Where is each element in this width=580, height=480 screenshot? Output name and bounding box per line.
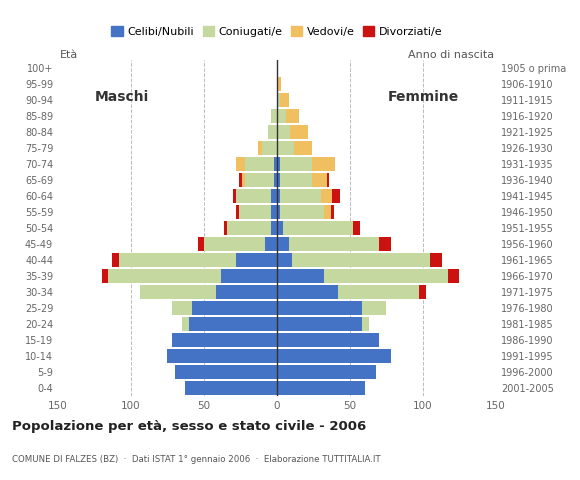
Bar bbox=[271, 205, 277, 219]
Bar bbox=[274, 157, 277, 171]
Bar bbox=[277, 125, 290, 139]
Bar bbox=[277, 269, 324, 283]
Text: Età: Età bbox=[60, 50, 78, 60]
Bar bbox=[193, 301, 277, 315]
Bar bbox=[324, 269, 448, 283]
Bar bbox=[277, 109, 286, 123]
Bar bbox=[277, 333, 379, 347]
Bar bbox=[277, 221, 283, 235]
Bar bbox=[224, 221, 227, 235]
Bar bbox=[277, 301, 361, 315]
Bar bbox=[280, 93, 289, 107]
Bar bbox=[274, 173, 277, 187]
Text: Maschi: Maschi bbox=[95, 90, 148, 104]
Bar bbox=[277, 141, 295, 155]
Bar bbox=[236, 205, 239, 219]
Bar bbox=[265, 237, 277, 251]
Bar bbox=[286, 109, 299, 123]
Text: Femmine: Femmine bbox=[388, 90, 459, 104]
Bar bbox=[277, 157, 280, 171]
Bar bbox=[258, 141, 262, 155]
Bar bbox=[204, 237, 265, 251]
Bar bbox=[175, 365, 277, 379]
Bar bbox=[172, 301, 193, 315]
Bar bbox=[277, 285, 338, 299]
Bar bbox=[112, 253, 119, 267]
Bar bbox=[295, 141, 312, 155]
Bar bbox=[119, 253, 236, 267]
Bar bbox=[108, 269, 222, 283]
Bar bbox=[280, 189, 321, 203]
Bar bbox=[277, 189, 280, 203]
Bar bbox=[198, 237, 204, 251]
Bar bbox=[448, 269, 459, 283]
Bar bbox=[236, 157, 245, 171]
Bar bbox=[189, 317, 277, 331]
Text: COMUNE DI FALZES (BZ)  ·  Dati ISTAT 1° gennaio 2006  ·  Elaborazione TUTTITALIA: COMUNE DI FALZES (BZ) · Dati ISTAT 1° ge… bbox=[12, 455, 380, 464]
Bar bbox=[277, 365, 376, 379]
Bar bbox=[102, 269, 108, 283]
Bar bbox=[277, 205, 280, 219]
Bar bbox=[277, 93, 280, 107]
Bar bbox=[227, 221, 271, 235]
Bar bbox=[216, 285, 277, 299]
Bar bbox=[236, 253, 277, 267]
Bar bbox=[361, 301, 386, 315]
Bar bbox=[245, 157, 274, 171]
Bar bbox=[379, 237, 391, 251]
Bar bbox=[419, 285, 426, 299]
Bar bbox=[277, 381, 364, 395]
Bar bbox=[233, 189, 236, 203]
Bar bbox=[222, 269, 277, 283]
Bar bbox=[277, 253, 292, 267]
Bar bbox=[182, 317, 189, 331]
Bar bbox=[262, 141, 277, 155]
Bar bbox=[268, 125, 277, 139]
Bar bbox=[277, 173, 280, 187]
Bar bbox=[239, 173, 242, 187]
Bar bbox=[283, 221, 353, 235]
Bar bbox=[290, 125, 307, 139]
Bar bbox=[277, 349, 391, 363]
Bar bbox=[430, 253, 442, 267]
Bar bbox=[324, 205, 331, 219]
Bar bbox=[242, 173, 245, 187]
Bar bbox=[140, 285, 216, 299]
Bar bbox=[271, 109, 277, 123]
Bar bbox=[271, 221, 277, 235]
Bar bbox=[312, 173, 327, 187]
Bar bbox=[331, 205, 334, 219]
Bar bbox=[236, 189, 271, 203]
Bar bbox=[280, 157, 312, 171]
Bar bbox=[332, 189, 340, 203]
Bar bbox=[271, 189, 277, 203]
Bar bbox=[361, 317, 369, 331]
Bar bbox=[353, 221, 360, 235]
Bar bbox=[277, 237, 289, 251]
Bar bbox=[245, 173, 274, 187]
Bar bbox=[327, 173, 329, 187]
Text: Anno di nascita: Anno di nascita bbox=[408, 50, 494, 60]
Bar bbox=[312, 157, 335, 171]
Bar bbox=[239, 205, 271, 219]
Bar bbox=[168, 349, 277, 363]
Bar bbox=[172, 333, 277, 347]
Bar bbox=[321, 189, 332, 203]
Text: Popolazione per età, sesso e stato civile - 2006: Popolazione per età, sesso e stato civil… bbox=[12, 420, 366, 432]
Bar bbox=[280, 173, 312, 187]
Bar bbox=[185, 381, 277, 395]
Bar bbox=[280, 205, 324, 219]
Bar bbox=[277, 77, 281, 91]
Bar bbox=[292, 253, 430, 267]
Bar bbox=[277, 317, 361, 331]
Bar bbox=[289, 237, 379, 251]
Bar bbox=[338, 285, 419, 299]
Legend: Celibi/Nubili, Coniugati/e, Vedovi/e, Divorziati/e: Celibi/Nubili, Coniugati/e, Vedovi/e, Di… bbox=[107, 22, 447, 41]
